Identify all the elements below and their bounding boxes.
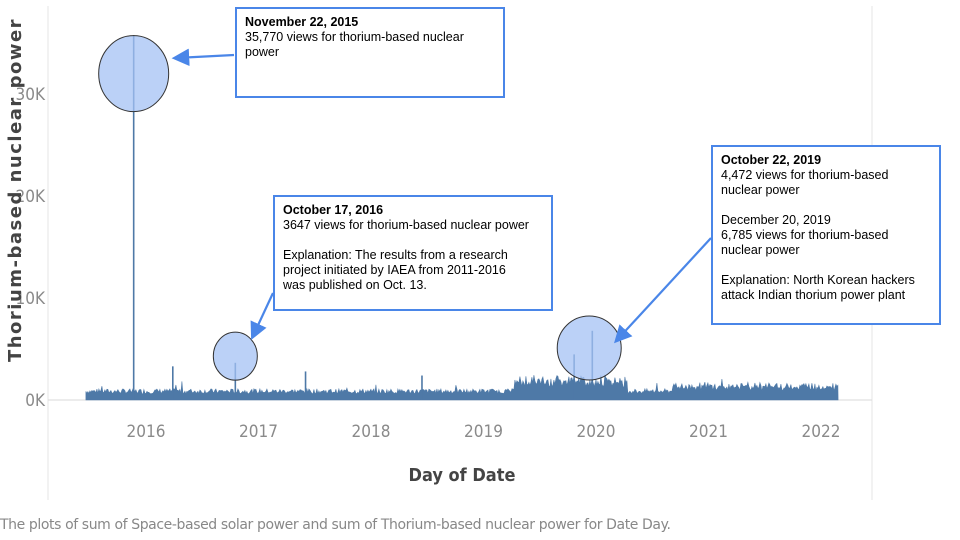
annotation-line: was published on Oct. 13. [283,278,427,292]
annotation-line: Explanation: North Korean hackers [721,273,915,287]
annotation-spacer [283,233,543,248]
annotation-line: nuclear power [721,183,800,197]
annotation-line: 4,472 views for thorium-based [721,168,889,182]
annotation-arrows [171,48,712,344]
x-tick-label: 2018 [352,422,391,442]
annotation-line: attack Indian thorium power plant [721,288,906,302]
x-tick-label: 2020 [577,422,616,442]
y-tick-label: 10K [16,289,46,309]
annotation-line: December 20, 2019 [721,213,831,227]
chart-caption: The plots of sum of Space-based solar po… [0,517,671,533]
x-tick-label: 2016 [127,422,166,442]
y-tick-label: 30K [16,85,46,105]
x-axis-ticks: 2016 2017 2018 2019 2020 2021 2022 [127,422,841,442]
annotation-spacer [721,198,931,213]
x-tick-label: 2019 [464,422,503,442]
annotation-body: 4,472 views for thorium-based nuclear pow… [721,168,931,303]
x-tick-label: 2022 [802,422,841,442]
annotation-body: 3647 views for thorium-based nuclear pow… [283,218,543,293]
annotation-arrow [171,48,235,67]
highlight-circle [98,35,170,113]
x-tick-label: 2021 [689,422,728,442]
x-axis-title: Day of Date [409,465,516,486]
y-tick-label: 0K [25,391,46,411]
annotation-title: October 22, 2019 [721,153,822,167]
annotation-line: project initiated by IAEA from 2011-2016 [283,263,506,277]
annotation-line: 3647 views for thorium-based nuclear pow… [283,218,529,232]
annotation-spacer [721,258,931,273]
annotation-arrow [614,237,712,344]
annotation-line: power [245,45,280,59]
annotation-oct-2016: October 17, 2016 3647 views for thorium-… [273,195,553,311]
annotation-line: 6,785 views for thorium-based [721,228,889,242]
y-axis-ticks: 0K 10K 20K 30K [16,85,46,411]
series-area [85,374,839,401]
annotation-arrow [250,292,274,340]
highlight-circles [98,35,622,381]
annotation-body: 35,770 views for thorium-based nuclear po… [245,30,495,60]
annotation-title: November 22, 2015 [245,15,359,29]
annotation-nov-2015: November 22, 2015 35,770 views for thori… [235,7,505,98]
annotation-line: 35,770 views for thorium-based nuclear [245,30,464,44]
highlight-circle [212,331,258,381]
annotation-line: Explanation: The results from a research [283,248,508,262]
highlight-circle [556,315,622,381]
annotation-title: October 17, 2016 [283,203,384,217]
x-tick-label: 2017 [239,422,278,442]
y-tick-label: 20K [16,187,46,207]
annotation-oct-2019: October 22, 2019 4,472 views for thorium… [711,145,941,325]
annotation-line: nuclear power [721,243,800,257]
y-axis-title: Thorium-based nuclear power [5,18,26,362]
